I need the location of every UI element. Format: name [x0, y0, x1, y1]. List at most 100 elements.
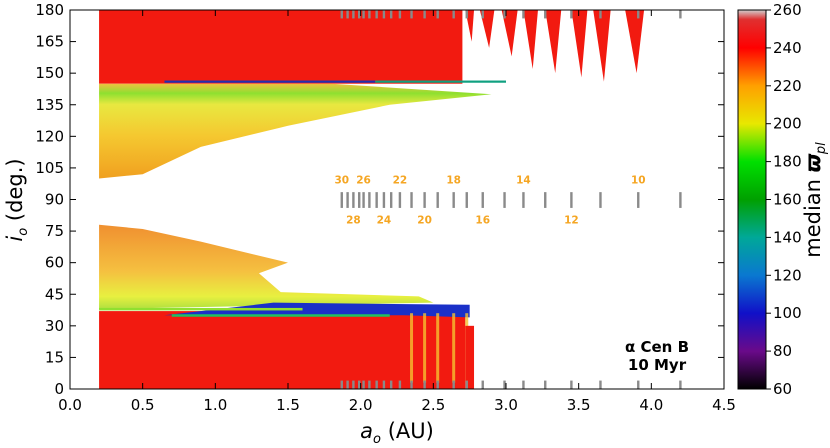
- x-axis-title-base: a: [360, 419, 373, 443]
- resonance-marker: [358, 192, 361, 208]
- resonance-marker-bottom: [679, 380, 682, 389]
- region-upper-green-line: [375, 80, 506, 83]
- region-upper-red: [99, 10, 463, 84]
- resonance-marker: [389, 192, 393, 208]
- region-resonant-stripe: [436, 313, 440, 383]
- resonance-marker-bottom: [362, 380, 365, 389]
- resonance-marker-bottom: [544, 380, 547, 389]
- resonance-marker-top: [452, 10, 455, 19]
- resonance-marker: [599, 192, 602, 208]
- resonance-marker-bottom: [481, 380, 484, 389]
- region-resonant-lobe: [571, 10, 588, 78]
- region-resonant-lobe: [501, 10, 518, 57]
- resonance-marker: [522, 192, 525, 208]
- region-resonant-lobe: [625, 10, 645, 74]
- resonance-marker-top: [436, 10, 439, 19]
- y-tick-label: 120: [35, 127, 64, 145]
- y-tick-label: 45: [45, 285, 64, 303]
- region-resonant-stripe: [423, 313, 427, 383]
- resonance-marker-bottom: [423, 380, 426, 389]
- resonance-marker-top: [382, 10, 386, 19]
- x-axis-title: ao (AU): [360, 419, 434, 447]
- x-tick-label: 1.5: [276, 396, 300, 414]
- resonance-marker: [423, 192, 426, 208]
- resonance-marker-bottom: [436, 380, 439, 389]
- resonance-marker: [465, 192, 468, 208]
- resonance-marker-bottom: [637, 380, 640, 389]
- annotation-system: α Cen B: [625, 338, 689, 356]
- colorbar-ticks: 60 80 100 120 140 160 180 200 220 240 260: [766, 1, 802, 398]
- resonance-label: 20: [417, 215, 432, 227]
- resonance-marker-top: [352, 10, 355, 19]
- region-lower-stable: [99, 224, 434, 309]
- colorbar-tick-label: 140: [773, 228, 802, 246]
- resonance-marker-top: [570, 10, 573, 19]
- resonance-label: 16: [475, 215, 490, 227]
- resonance-marker-bottom: [398, 380, 402, 389]
- region-upper-blue-line: [164, 80, 376, 83]
- y-tick-label: 180: [35, 1, 64, 19]
- colorbar-tick-label: 60: [773, 380, 792, 398]
- colorbar-title: median ϖpl: [801, 142, 829, 258]
- resonance-marker: [679, 192, 682, 208]
- x-tick-label: 0.0: [58, 396, 82, 414]
- resonance-marker: [340, 192, 343, 208]
- y-tick-label: 150: [35, 64, 64, 82]
- resonance-label: 26: [356, 175, 371, 187]
- x-tick-label: 1.0: [203, 396, 227, 414]
- x-tick-label: 3.0: [494, 396, 518, 414]
- colorbar-tick-label: 80: [773, 342, 792, 360]
- resonance-marker: [398, 192, 402, 208]
- resonance-marker-bottom: [368, 380, 371, 389]
- y-axis-title-base: i: [3, 236, 27, 242]
- resonance-marker-top: [522, 10, 525, 19]
- resonance-marker: [544, 192, 547, 208]
- resonance-marker-bottom: [389, 380, 393, 389]
- colorbar-tick-label: 160: [773, 191, 802, 209]
- y-tick-label: 15: [45, 348, 64, 366]
- resonance-marker-top: [362, 10, 365, 19]
- colorbar-tick-label: 100: [773, 304, 802, 322]
- resonance-label: 12: [564, 215, 579, 227]
- y-axis-title-sub: o: [16, 228, 31, 236]
- x-tick-label: 3.5: [567, 396, 591, 414]
- resonance-marker-top: [599, 10, 602, 19]
- region-resonant-lobe: [545, 10, 562, 74]
- resonance-marker-bottom: [340, 380, 343, 389]
- resonance-marker: [362, 192, 365, 208]
- resonance-marker-top: [375, 10, 378, 19]
- resonance-marker: [410, 192, 413, 208]
- colorbar-tick-label: 200: [773, 115, 802, 133]
- x-tick-label: 0.5: [131, 396, 155, 414]
- y-axis-title: io (deg.): [3, 158, 31, 241]
- resonance-marker: [436, 192, 439, 208]
- resonance-marker: [452, 192, 455, 208]
- region-resonant-lobe: [593, 10, 611, 82]
- annotation-age: 10 Myr: [628, 356, 687, 374]
- resonance-marker-bottom: [465, 380, 468, 389]
- colorbar-tick-label: 120: [773, 266, 802, 284]
- resonance-marker-bottom: [352, 380, 355, 389]
- resonance-markers: 30 26 22 18 14 10 28 24 20 16 12: [334, 10, 682, 389]
- resonance-marker: [375, 192, 378, 208]
- resonance-marker-bottom: [452, 380, 455, 389]
- resonance-marker-top: [368, 10, 371, 19]
- resonance-marker-bottom: [599, 380, 602, 389]
- resonance-label: 14: [516, 175, 531, 187]
- resonance-marker-top: [358, 10, 361, 19]
- y-tick-label: 90: [45, 191, 64, 209]
- region-resonant-lobe: [523, 10, 538, 69]
- resonance-marker-bottom: [503, 380, 506, 389]
- resonance-marker-bottom: [375, 380, 378, 389]
- region-lower-red-tail: [465, 325, 475, 389]
- y-axis-title-unit: (deg.): [3, 158, 27, 227]
- y-tick-label: 0: [54, 380, 64, 398]
- resonance-marker: [368, 192, 371, 208]
- y-tick-label: 165: [35, 33, 64, 51]
- region-green-line: [171, 314, 390, 317]
- resonance-marker-bottom: [522, 380, 525, 389]
- heatmap-layer: [99, 10, 645, 389]
- x-axis-title-sub: o: [373, 432, 381, 447]
- resonance-marker: [637, 192, 640, 208]
- resonance-marker: [481, 192, 484, 208]
